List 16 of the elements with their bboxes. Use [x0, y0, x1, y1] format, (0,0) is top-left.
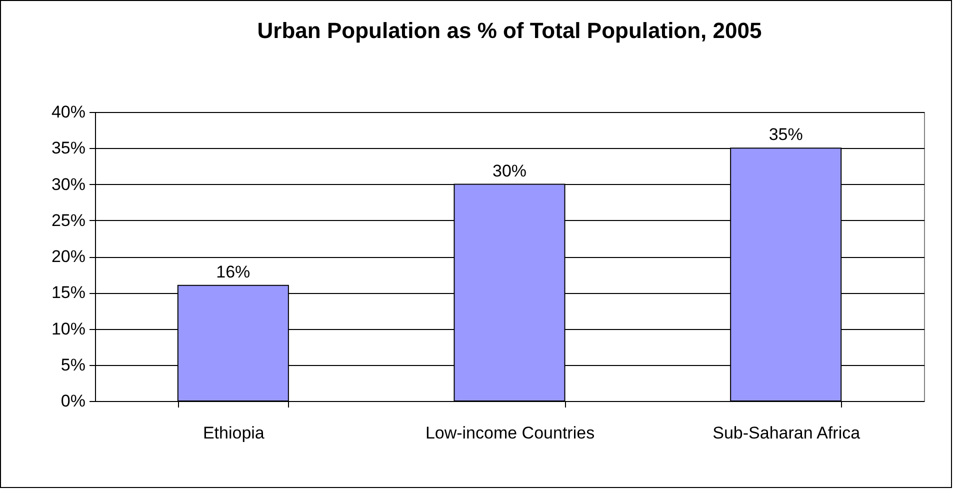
y-tick-label: 20% [51, 247, 86, 266]
y-tick-label: 10% [51, 319, 86, 338]
y-tick-label: 25% [51, 210, 86, 230]
x-tick-label: Ethiopia [202, 424, 265, 442]
y-tick-label: 35% [51, 138, 86, 158]
data-label: 35% [768, 125, 803, 144]
y-tick-label: 0% [60, 392, 86, 410]
y-tick-label: 5% [60, 355, 86, 374]
y-tick-label: 30% [51, 174, 86, 194]
x-tick-label: Sub-Saharan Africa [712, 424, 861, 442]
y-tick-label: 15% [51, 283, 86, 302]
y-tick-label: 40% [51, 102, 86, 122]
x-tick-label: Low-income Countries [425, 424, 595, 442]
chart-title: Urban Population as % of Total Population, 2005 [257, 18, 762, 43]
data-label: 16% [216, 262, 250, 282]
data-label: 30% [492, 161, 527, 180]
